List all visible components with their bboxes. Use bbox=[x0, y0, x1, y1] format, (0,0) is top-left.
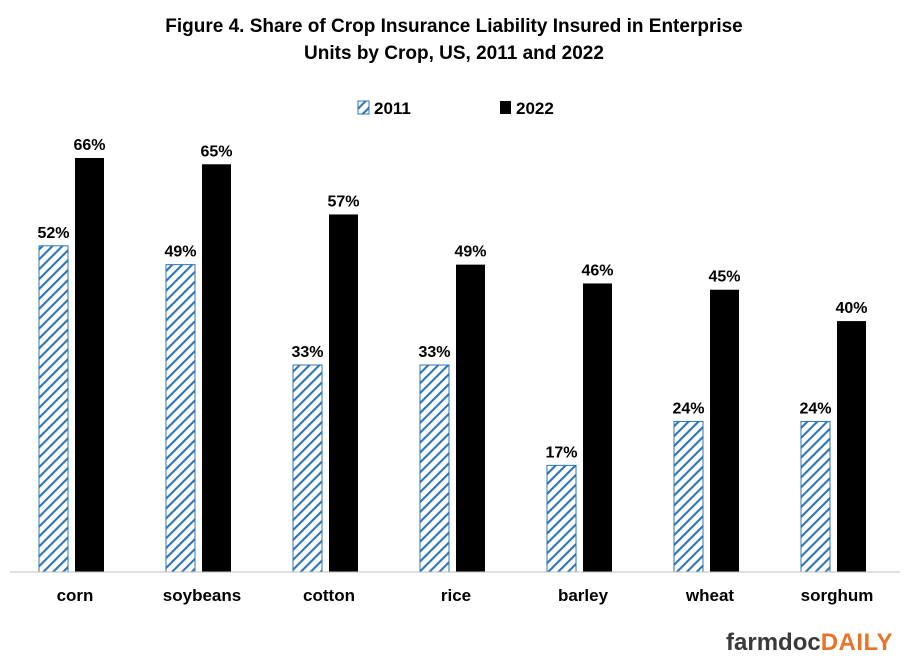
category-label-rice: rice bbox=[441, 586, 471, 605]
bar-soybeans-2011 bbox=[165, 264, 196, 573]
data-label-soybeans-2011: 49% bbox=[164, 244, 196, 261]
legend-swatch-2011 bbox=[357, 100, 370, 115]
legend: 2011 2022 bbox=[357, 99, 554, 118]
category-label-corn: corn bbox=[57, 586, 94, 605]
legend-label-2011: 2011 bbox=[374, 99, 411, 118]
data-label-corn-2011: 52% bbox=[37, 225, 69, 242]
bar-corn-2022 bbox=[75, 158, 104, 572]
category-label-barley: barley bbox=[558, 586, 609, 605]
data-label-wheat-2011: 24% bbox=[672, 400, 704, 417]
data-label-barley-2011: 17% bbox=[545, 444, 577, 461]
bar-cotton-2022 bbox=[329, 214, 358, 573]
bar-corn-2011 bbox=[38, 245, 69, 573]
logo-text-farmdoc: farmdoc bbox=[726, 629, 821, 656]
svg-text:farmdocDAILY: farmdocDAILY bbox=[726, 629, 893, 656]
bar-cotton-2011 bbox=[292, 364, 323, 573]
legend-label-2022: 2022 bbox=[516, 99, 554, 118]
farmdoc-daily-logo: farmdocDAILY bbox=[726, 629, 893, 656]
category-label-soybeans: soybeans bbox=[163, 586, 241, 605]
bar-soybeans-2022 bbox=[202, 164, 231, 573]
chart-title-line-1: Figure 4. Share of Crop Insurance Liabil… bbox=[165, 16, 743, 37]
data-label-sorghum-2011: 24% bbox=[799, 400, 831, 417]
category-label-sorghum: sorghum bbox=[801, 586, 874, 605]
bar-rice-2011 bbox=[419, 364, 450, 573]
data-label-rice-2022: 49% bbox=[454, 244, 486, 261]
bar-sorghum-2011 bbox=[800, 420, 831, 573]
bar-rice-2022 bbox=[456, 264, 485, 572]
bar-barley-2022 bbox=[583, 283, 612, 572]
data-label-sorghum-2022: 40% bbox=[835, 300, 867, 317]
data-label-barley-2022: 46% bbox=[581, 262, 613, 279]
data-label-cotton-2011: 33% bbox=[291, 344, 323, 361]
bar-sorghum-2022 bbox=[837, 321, 866, 572]
bar-wheat-2022 bbox=[710, 289, 739, 572]
data-label-cotton-2022: 57% bbox=[327, 193, 359, 210]
data-label-rice-2011: 33% bbox=[418, 344, 450, 361]
logo-text-daily: DAILY bbox=[821, 629, 893, 656]
data-label-soybeans-2022: 65% bbox=[200, 143, 232, 160]
data-label-corn-2022: 66% bbox=[73, 137, 105, 154]
bar-barley-2011 bbox=[546, 464, 577, 573]
category-label-wheat: wheat bbox=[685, 586, 735, 605]
chart-title-line-2: Units by Crop, US, 2011 and 2022 bbox=[304, 43, 604, 64]
bar-group: 52% 66% corn 49% 65% soybeans 33% 57% cotton 33% 4… bbox=[37, 137, 873, 605]
legend-swatch-2022 bbox=[500, 101, 511, 114]
bar-wheat-2011 bbox=[673, 420, 704, 573]
category-label-cotton: cotton bbox=[303, 586, 355, 605]
data-label-wheat-2022: 45% bbox=[708, 269, 740, 286]
